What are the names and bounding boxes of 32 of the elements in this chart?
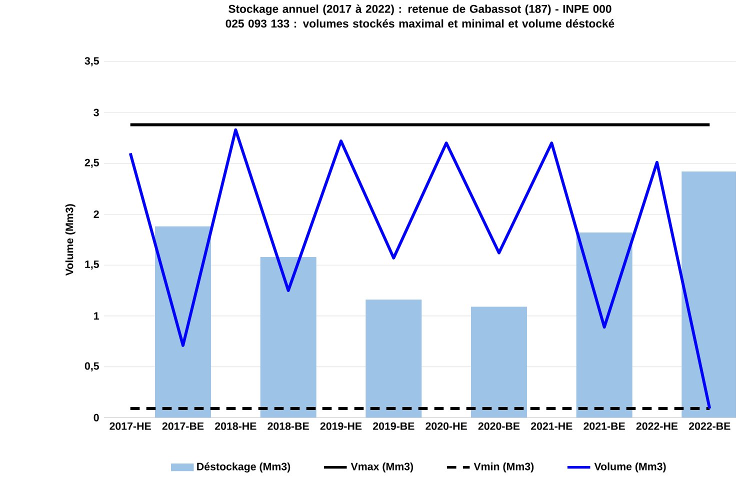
bar [471,306,527,418]
bar [576,232,632,418]
x-tick-label: 2022-HE [636,422,678,430]
bar [155,226,212,418]
bar [260,256,316,418]
line-series [128,128,712,410]
x-tick-label: 2020-BE [478,422,520,430]
x-tick-label: 2021-HE [530,422,572,430]
x-tick-label: 2021-BE [584,422,625,430]
y-tick-label: 1 [94,312,99,320]
y-tick-label: 0 [94,414,99,422]
bar [366,300,422,418]
x-tick-label: 2017-BE [162,422,204,430]
y-tick-label: 3,5 [84,57,99,66]
x-tick-label: 2017-HE [110,422,151,430]
y-tick-label: 1,5 [85,260,99,270]
x-tick-label: 2019-BE [372,422,414,430]
y-tick-label: 0,5 [84,362,99,372]
legend-label: Volume (Mm3) [594,462,666,472]
legend-label: Déstockage (Mm3) [197,462,290,472]
x-tick-label: 2020-HE [426,422,467,430]
x-tick-label: 2018-HE [215,422,256,430]
x-tick-label: 2018-BE [268,422,309,430]
chart-title: Stockage annuel (2017 à 2022) : retenue de Gabassot (187) - INPE 000 025 093 133 : volumes stockés maximal et minimal et volume déstocké [226,4,614,28]
x-tick-label: 2019-HE [320,422,362,430]
y-axis-title: Volume (Mm3) [65,204,76,276]
legend-label: Vmax (Mm3) [350,462,414,472]
x-tick-label: 2022-BE [688,422,730,430]
y-tick-label: 2 [94,210,99,218]
legend-label: Vmin (Mm3) [474,462,534,472]
y-tick-label: 3 [94,108,99,116]
y-tick-label: 2,5 [84,158,99,168]
